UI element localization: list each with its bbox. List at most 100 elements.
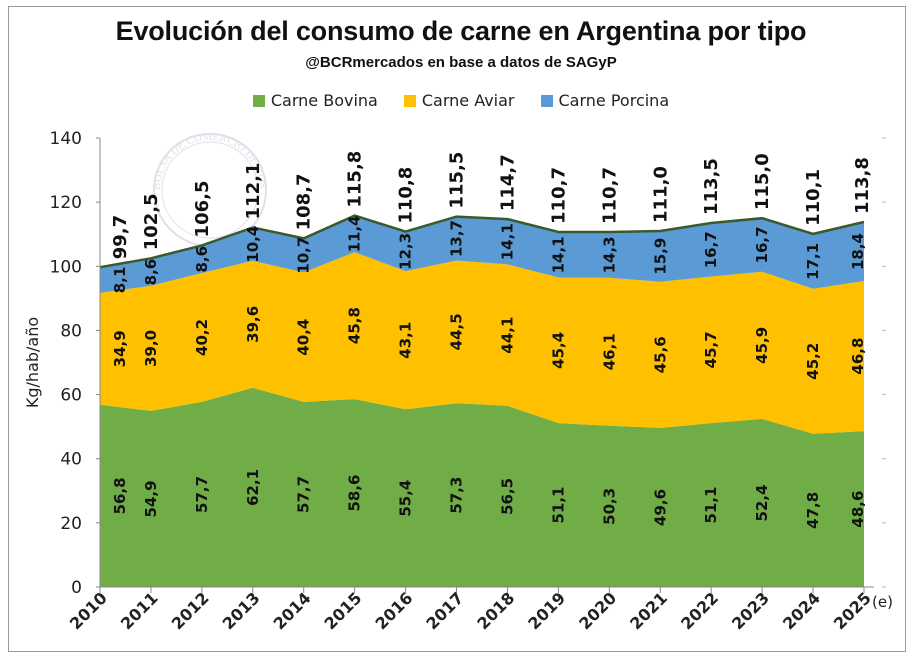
estimate-note: (e) — [872, 593, 893, 611]
total-label: 110,8 — [396, 167, 417, 224]
x-tick-label: 2018 — [473, 588, 518, 633]
data-label-carne-bovina: 56,8 — [111, 477, 129, 514]
data-label-carne-bovina: 56,5 — [498, 478, 516, 515]
data-label-carne-bovina: 57,7 — [295, 476, 313, 513]
data-label-carne-aviar: 45,2 — [804, 343, 822, 380]
area-carne-porcina — [100, 215, 864, 293]
data-label-carne-porcina: 14,1 — [498, 223, 516, 260]
legend-item-bovina: Carne Bovina — [252, 91, 378, 110]
data-label-carne-aviar: 45,6 — [651, 336, 669, 373]
data-label-carne-porcina: 18,4 — [849, 233, 867, 270]
data-label-carne-porcina: 16,7 — [702, 231, 720, 268]
y-tick-label: 140 — [50, 129, 82, 149]
data-label-carne-aviar: 43,1 — [397, 322, 415, 359]
data-label-carne-porcina: 15,9 — [651, 238, 669, 275]
total-label: 108,7 — [294, 173, 315, 230]
x-tick-label: 2014 — [270, 588, 315, 633]
y-tick-label: 100 — [50, 257, 82, 277]
x-tick-label: 2011 — [117, 588, 162, 633]
data-label-carne-aviar: 40,4 — [295, 319, 313, 356]
x-tick-label: 2021 — [626, 588, 671, 633]
x-tick-label: 2023 — [728, 588, 773, 633]
data-label-carne-aviar: 46,8 — [849, 338, 867, 375]
total-label: 113,8 — [852, 157, 873, 214]
data-label-carne-aviar: 44,5 — [448, 313, 466, 350]
total-label: 112,1 — [243, 163, 264, 220]
data-label-carne-porcina: 10,4 — [244, 226, 262, 263]
data-label-carne-porcina: 13,7 — [448, 220, 466, 257]
x-tick-label: 2013 — [219, 588, 264, 633]
x-tick-label: 2020 — [575, 588, 620, 633]
data-label-carne-porcina: 17,1 — [804, 243, 822, 280]
data-label-carne-aviar: 45,8 — [346, 307, 364, 344]
total-label: 106,5 — [192, 181, 213, 238]
total-label: 102,5 — [141, 193, 162, 250]
legend-label-aviar: Carne Aviar — [421, 91, 515, 110]
y-tick-label: 60 — [60, 386, 82, 406]
data-label-carne-porcina: 8,1 — [111, 267, 129, 294]
data-label-carne-bovina: 62,1 — [244, 469, 262, 506]
data-label-carne-porcina: 10,7 — [295, 237, 313, 274]
y-tick-label: 20 — [60, 514, 82, 534]
data-label-carne-aviar: 45,4 — [549, 332, 567, 369]
data-label-carne-porcina: 14,3 — [600, 236, 618, 273]
data-label-carne-porcina: 11,4 — [346, 215, 364, 252]
x-tick-label: 2016 — [372, 588, 417, 633]
legend-swatch-aviar — [403, 94, 416, 107]
data-label-carne-aviar: 46,1 — [600, 333, 618, 370]
legend-item-aviar: Carne Aviar — [403, 91, 515, 110]
x-tick-label: 2024 — [779, 588, 824, 633]
legend-swatch-bovina — [252, 94, 265, 107]
watermark-seal: BOLSA DE COMERCIO DE ROSARIO — [0, 0, 269, 247]
y-tick-label: 40 — [60, 450, 82, 470]
data-label-carne-porcina: 12,3 — [397, 233, 415, 270]
x-tick-label: 2017 — [422, 588, 467, 633]
data-label-carne-bovina: 57,7 — [193, 476, 211, 513]
y-tick-label: 0 — [71, 578, 82, 598]
data-label-carne-porcina: 8,6 — [193, 246, 211, 273]
total-label: 99,7 — [110, 215, 131, 259]
data-label-carne-porcina: 8,6 — [142, 259, 160, 286]
x-tick-label: 2022 — [677, 588, 722, 633]
data-label-carne-bovina: 55,4 — [397, 480, 415, 517]
data-label-carne-bovina: 49,6 — [651, 489, 669, 526]
total-label: 110,7 — [548, 167, 569, 224]
data-label-carne-porcina: 14,1 — [549, 236, 567, 273]
x-tick-label: 2019 — [524, 588, 569, 633]
data-label-carne-bovina: 51,1 — [702, 487, 720, 524]
data-label-carne-aviar: 40,2 — [193, 319, 211, 356]
data-label-carne-bovina: 51,1 — [549, 487, 567, 524]
data-label-carne-bovina: 58,6 — [346, 475, 364, 512]
data-label-carne-bovina: 52,4 — [753, 484, 771, 521]
chart-legend: Carne Bovina Carne Aviar Carne Porcina — [0, 91, 922, 110]
y-axis-title: Kg/hab/año — [23, 317, 42, 408]
data-label-carne-bovina: 48,6 — [849, 491, 867, 528]
data-label-carne-porcina: 16,7 — [753, 226, 771, 263]
total-label: 115,8 — [345, 151, 366, 208]
data-label-carne-aviar: 44,1 — [498, 317, 516, 354]
total-label: 110,7 — [599, 167, 620, 224]
data-label-carne-bovina: 50,3 — [600, 488, 618, 525]
legend-label-bovina: Carne Bovina — [270, 91, 378, 110]
data-label-carne-bovina: 57,3 — [448, 477, 466, 514]
legend-label-porcina: Carne Porcina — [558, 91, 670, 110]
data-label-carne-aviar: 39,0 — [142, 330, 160, 367]
data-label-carne-aviar: 39,6 — [244, 306, 262, 343]
svg-text:BOLSA DE COMERCIO DE ROSARIO: BOLSA DE COMERCIO DE ROSARIO — [0, 0, 269, 190]
area-carne-aviar — [100, 252, 864, 434]
y-tick-label: 80 — [60, 321, 82, 341]
total-label: 114,7 — [497, 154, 518, 211]
total-label: 110,1 — [803, 169, 824, 226]
total-label: 113,5 — [701, 158, 722, 215]
x-tick-label: 2015 — [321, 588, 366, 633]
chart-subtitle: @BCRmercados en base a datos de SAGyP — [305, 54, 617, 71]
total-label: 115,0 — [752, 153, 773, 210]
data-label-carne-bovina: 47,8 — [804, 492, 822, 529]
total-line — [99, 214, 865, 269]
data-label-carne-bovina: 54,9 — [142, 480, 160, 517]
legend-item-porcina: Carne Porcina — [540, 91, 670, 110]
x-tick-label: 2025 — [830, 588, 875, 633]
chart-title: Evolución del consumo de carne en Argent… — [115, 16, 807, 46]
y-tick-label: 120 — [50, 193, 82, 213]
